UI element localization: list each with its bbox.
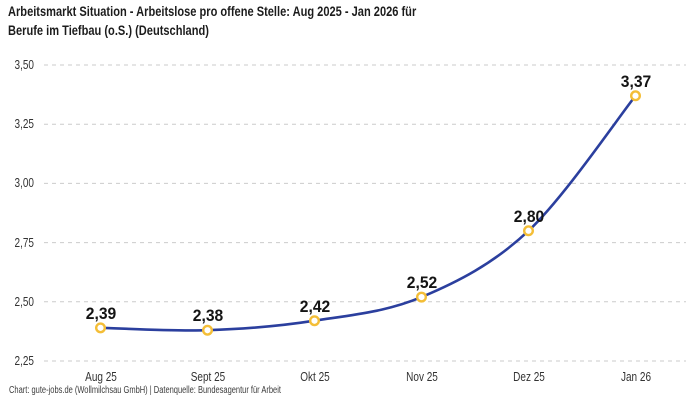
chart-title-line2: Berufe im Tiefbau (o.S.) (Deutschland) — [8, 23, 209, 38]
line-series — [99, 94, 637, 332]
data-point-label: 2,42 — [299, 296, 330, 316]
y-axis-tick-label: 2,50 — [14, 294, 34, 309]
data-point-marker — [201, 324, 213, 336]
data-point-label: 3,37 — [620, 71, 651, 91]
x-axis-tick-label: Nov 25 — [405, 370, 438, 384]
data-point-label: 2,38 — [192, 306, 223, 326]
data-point-marker — [416, 291, 428, 303]
data-point-marker — [523, 225, 535, 237]
chart-title: Arbeitsmarkt Situation - Arbeitslose pro… — [8, 2, 416, 40]
y-axis-tick-label: 2,75 — [14, 235, 34, 250]
data-point-label: 2,39 — [85, 303, 116, 323]
x-axis-tick-label: Aug 25 — [84, 370, 117, 384]
data-point-marker — [630, 90, 642, 102]
x-axis-tick-label: Dez 25 — [512, 370, 545, 384]
y-axis-tick-label: 3,50 — [14, 58, 34, 72]
x-axis-tick-label: Sept 25 — [190, 370, 225, 384]
data-point-label: 2,52 — [406, 273, 437, 293]
data-point-label: 2,80 — [513, 206, 544, 226]
chart-credit: Chart: gute-jobs.de (Wollmilchsau GmbH) … — [9, 385, 281, 396]
y-axis-tick-label: 3,25 — [14, 117, 34, 132]
y-axis-tick-label: 2,25 — [14, 354, 34, 368]
x-axis-tick-label: Okt 25 — [299, 370, 330, 384]
data-point-marker — [309, 315, 321, 327]
y-axis-tick-label: 3,00 — [14, 176, 34, 191]
data-point-marker — [94, 322, 106, 334]
x-axis-tick-label: Jan 26 — [620, 370, 651, 384]
chart-title-line1: Arbeitsmarkt Situation - Arbeitslose pro… — [8, 4, 417, 19]
